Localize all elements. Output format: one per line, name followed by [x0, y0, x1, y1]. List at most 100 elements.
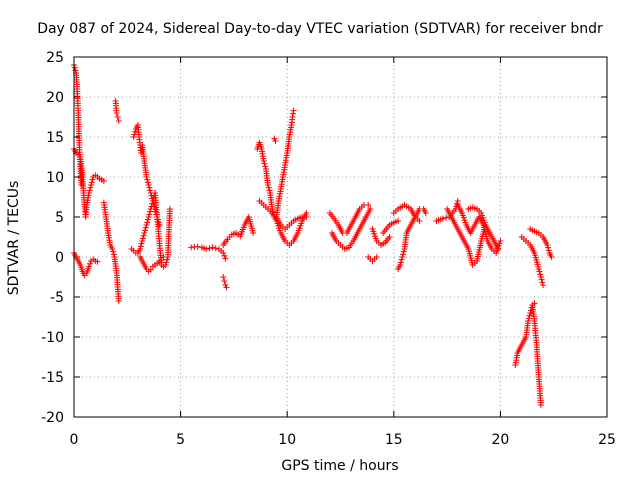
data-point: [141, 230, 148, 236]
series-arc-14: [256, 198, 310, 248]
series-arc-26: [465, 204, 502, 252]
series-arc-05: [112, 98, 122, 124]
data-point: [525, 318, 532, 324]
series-arc-19: [369, 226, 393, 248]
y-axis-ticks: -20 -15 -10 -5 0 5 10 15 20 25: [41, 50, 607, 426]
x-tick-label: 20: [491, 432, 509, 448]
y-tick-label: 5: [55, 210, 64, 226]
data-point: [72, 67, 79, 74]
data-point: [373, 254, 380, 260]
data-point: [395, 218, 402, 224]
data-point: [89, 176, 96, 183]
data-point: [139, 238, 146, 244]
data-point: [223, 284, 230, 291]
data-point: [110, 251, 117, 258]
series-arc-10: [220, 274, 230, 291]
series-arc-29: [529, 302, 544, 408]
data-point: [163, 259, 170, 266]
data-point: [548, 254, 555, 260]
series-arc-11: [220, 214, 257, 248]
data-point: [132, 128, 139, 135]
data-point: [147, 266, 154, 273]
x-tick-label: 0: [70, 432, 79, 448]
series-arc-21: [395, 206, 429, 272]
series-arc-25: [454, 202, 504, 256]
data-point: [220, 274, 227, 280]
series-arc-03: [71, 250, 101, 279]
x-tick-label: 10: [278, 432, 296, 448]
y-tick-label: -10: [41, 330, 64, 346]
data-point: [140, 232, 147, 239]
data-point: [114, 114, 121, 120]
data-point: [497, 238, 504, 244]
data-point: [400, 248, 407, 255]
data-point: [164, 256, 171, 263]
series-arc-30: [527, 226, 555, 260]
data-point: [162, 262, 169, 268]
data-point: [145, 214, 152, 220]
data-point: [260, 158, 267, 164]
y-axis-label: SDTVAR / TECUs: [6, 181, 22, 296]
x-tick-label: 15: [385, 432, 403, 448]
data-point: [220, 250, 227, 256]
data-point: [386, 234, 393, 240]
series-arc-08: [137, 254, 167, 275]
series-arc-13: [271, 135, 279, 144]
series-arc-15: [273, 214, 310, 232]
data-point: [85, 190, 92, 196]
x-tick-label: 25: [598, 432, 616, 448]
data-point: [222, 255, 229, 262]
data-point: [144, 176, 151, 183]
data-point: [94, 258, 101, 265]
data-point: [439, 215, 446, 222]
data-point: [206, 245, 213, 252]
data-point: [147, 208, 154, 215]
data-point: [265, 182, 272, 188]
data-point: [416, 218, 423, 224]
data-point: [166, 206, 173, 212]
data-point: [367, 206, 374, 212]
y-tick-label: -15: [41, 370, 64, 386]
data-point: [146, 211, 153, 218]
series-arc-17: [328, 206, 374, 252]
data-point: [495, 246, 502, 252]
data-point: [109, 246, 116, 252]
data-point: [397, 259, 404, 266]
data-point: [142, 227, 149, 234]
series-arc-24: [444, 206, 489, 268]
data-point: [85, 263, 92, 270]
y-tick-label: 25: [46, 50, 64, 66]
data-point: [443, 214, 450, 221]
data-point: [115, 298, 122, 304]
data-point: [145, 182, 152, 188]
data-point: [454, 200, 461, 207]
data-point: [539, 279, 546, 286]
data-point: [537, 274, 544, 280]
data-point: [535, 266, 542, 272]
data-point: [289, 114, 296, 120]
data-point: [290, 110, 297, 117]
data-point: [397, 262, 404, 268]
data-point: [71, 64, 78, 71]
data-point: [139, 235, 146, 242]
data-point: [526, 312, 533, 319]
data-point: [146, 184, 153, 191]
data-point: [144, 216, 151, 223]
data-point: [115, 118, 122, 124]
data-point: [261, 160, 268, 167]
data-point: [137, 243, 144, 250]
series-arc-04: [100, 199, 122, 304]
data-point: [272, 138, 279, 144]
data-point: [113, 110, 120, 116]
data-point: [87, 184, 94, 191]
data-point: [158, 257, 165, 264]
series-arc-09: [188, 243, 229, 262]
y-tick-label: 0: [55, 250, 64, 266]
data-point: [221, 252, 228, 259]
y-tick-label: 10: [46, 170, 64, 186]
data-point: [398, 256, 405, 263]
series-arc-07: [128, 190, 173, 270]
data-point: [143, 222, 150, 228]
x-axis-ticks: 0 5 10 15 20 25: [70, 57, 616, 448]
